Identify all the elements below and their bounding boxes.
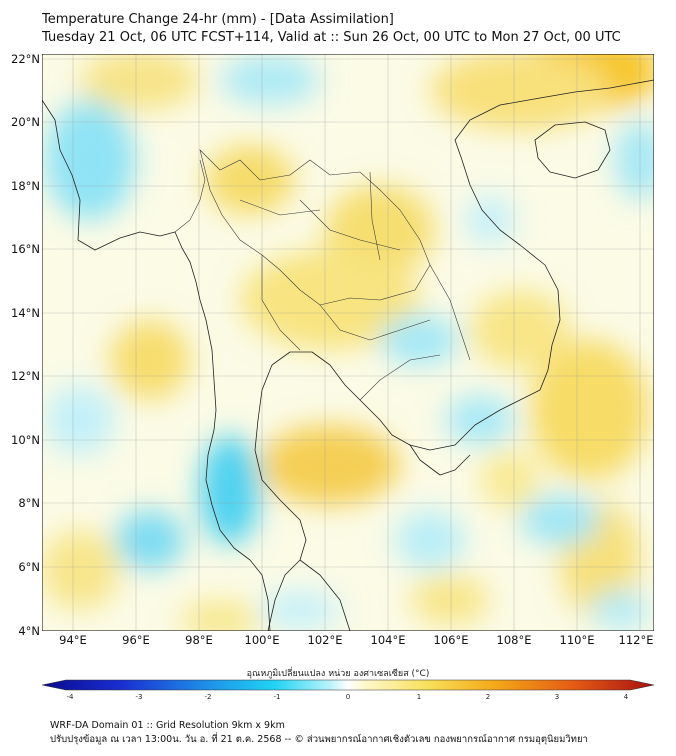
lon-label: 108°E xyxy=(497,633,532,647)
field-layer xyxy=(42,54,654,631)
colorbar-tick: 1 xyxy=(417,693,421,700)
lon-label: 100°E xyxy=(245,633,280,647)
lat-label: 16°N xyxy=(11,242,40,256)
lon-label: 104°E xyxy=(371,633,406,647)
lon-label: 102°E xyxy=(308,633,343,647)
graticule xyxy=(42,54,654,631)
lon-label: 112°E xyxy=(619,633,654,647)
lon-label: 98°E xyxy=(185,633,213,647)
map-title: Temperature Change 24-hr (mm) - [Data As… xyxy=(42,11,621,47)
lat-label: 20°N xyxy=(11,115,40,129)
longitude-labels: 94°E 96°E 98°E 100°E 102°E 104°E 106°E 1… xyxy=(59,633,653,647)
admin-boundaries xyxy=(174,149,471,401)
map-svg: 22°N 20°N 18°N 16°N 14°N 12°N 10°N 8°N 6… xyxy=(11,52,655,701)
colorbar-bar xyxy=(41,679,655,691)
lat-label: 10°N xyxy=(11,433,40,447)
lon-label: 106°E xyxy=(434,633,469,647)
lat-label: 14°N xyxy=(11,306,40,320)
footer-line-2: ปรับปรุงข้อมูล ณ เวลา 13:00น. วัน อ. ที่… xyxy=(50,734,588,745)
lat-label: 8°N xyxy=(18,496,40,510)
lat-label: 22°N xyxy=(11,52,40,66)
colorbar-ticks: -4 -3 -2 -1 0 1 2 3 4 xyxy=(67,693,629,701)
lat-label: 6°N xyxy=(18,560,40,574)
lon-label: 110°E xyxy=(560,633,595,647)
title-line-1: Temperature Change 24-hr (mm) - [Data As… xyxy=(42,12,394,27)
footer: WRF-DA Domain 01 :: Grid Resolution 9km … xyxy=(50,719,588,747)
colorbar-tick: 2 xyxy=(486,693,490,700)
latitude-labels: 22°N 20°N 18°N 16°N 14°N 12°N 10°N 8°N 6… xyxy=(11,52,40,638)
colorbar-tick: -3 xyxy=(136,693,143,700)
colorbar: -4 -3 -2 -1 0 1 2 3 4 xyxy=(41,679,655,701)
title-line-2: Tuesday 21 Oct, 06 UTC FCST+114, Valid a… xyxy=(42,30,621,45)
colorbar-tick: -4 xyxy=(67,693,75,700)
colorbar-label: อุณหภูมิเปลี่ยนแปลง หน่วย องศาเซลเซียส (… xyxy=(246,669,430,679)
map-figure: 22°N 20°N 18°N 16°N 14°N 12°N 10°N 8°N 6… xyxy=(11,52,655,701)
lat-label: 12°N xyxy=(11,369,40,383)
lat-label: 4°N xyxy=(18,624,40,638)
footer-line-1: WRF-DA Domain 01 :: Grid Resolution 9km … xyxy=(50,720,285,731)
colorbar-tick: -2 xyxy=(205,693,212,700)
colorbar-tick: 0 xyxy=(346,693,350,700)
colorbar-tick: 3 xyxy=(555,693,559,700)
lat-label: 18°N xyxy=(11,179,40,193)
temperature-field xyxy=(42,54,654,631)
coastlines xyxy=(42,79,654,631)
colorbar-tick: 4 xyxy=(624,693,629,700)
colorbar-tick: -1 xyxy=(274,693,281,700)
lon-label: 94°E xyxy=(59,633,87,647)
lon-label: 96°E xyxy=(122,633,150,647)
